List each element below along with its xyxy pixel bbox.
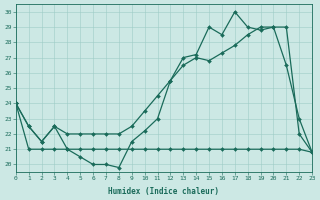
X-axis label: Humidex (Indice chaleur): Humidex (Indice chaleur) xyxy=(108,187,220,196)
